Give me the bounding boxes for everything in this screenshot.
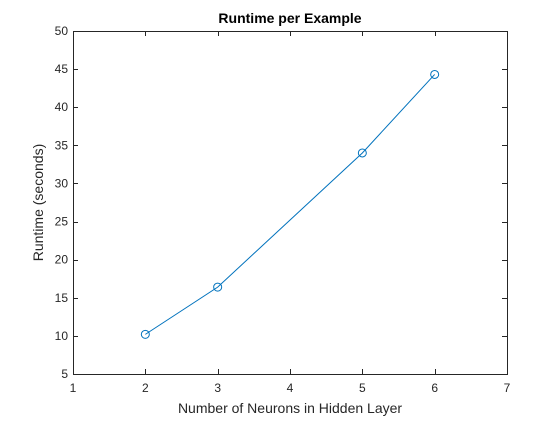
y-tick-label: 10	[55, 329, 69, 343]
y-tick-label: 30	[55, 176, 69, 190]
y-axis-label: Runtime (seconds)	[30, 144, 46, 262]
y-tick-label: 25	[55, 215, 69, 229]
y-tick-label: 5	[61, 367, 68, 381]
x-tick-label: 1	[70, 381, 77, 395]
x-axis-label: Number of Neurons in Hidden Layer	[178, 400, 402, 416]
chart-title: Runtime per Example	[218, 10, 361, 26]
y-tick-label: 20	[55, 253, 69, 267]
x-tick-label: 7	[504, 381, 511, 395]
y-tick-label: 15	[55, 291, 69, 305]
y-tick-label: 50	[55, 24, 69, 38]
y-tick-label: 40	[55, 100, 69, 114]
x-tick-label: 2	[142, 381, 149, 395]
y-tick-label: 35	[55, 138, 69, 152]
x-tick-label: 4	[287, 381, 294, 395]
plot-area	[73, 31, 507, 374]
x-tick-label: 3	[214, 381, 221, 395]
x-tick-label: 6	[431, 381, 438, 395]
y-tick-label: 45	[55, 62, 69, 76]
x-tick-label: 5	[359, 381, 366, 395]
